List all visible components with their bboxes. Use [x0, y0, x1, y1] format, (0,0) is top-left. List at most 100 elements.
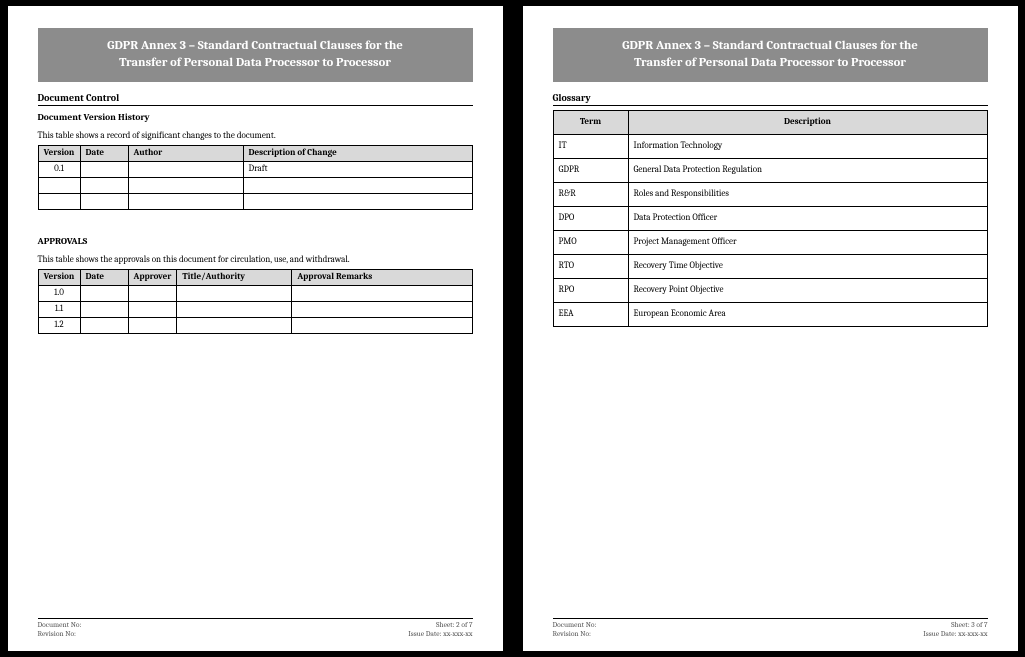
cell-approver: [128, 285, 177, 301]
approvals-caption: This table shows the approvals on this d…: [38, 255, 473, 265]
footer-rev-no: Revision No:: [38, 629, 82, 639]
table-row: DPOData Protection Officer: [553, 206, 987, 230]
footer-right: Sheet: 2 of 7 Issue Date: xx-xxx-xx: [408, 620, 472, 640]
col-approver: Approver: [128, 269, 177, 285]
cell-remarks: [292, 317, 472, 333]
col-remarks: Approval Remarks: [292, 269, 472, 285]
cell-desc: European Economic Area: [628, 302, 987, 326]
spacer: [553, 327, 988, 618]
page-3: GDPR Annex 3 – Standard Contractual Clau…: [523, 6, 1018, 651]
title-banner: GDPR Annex 3 – Standard Contractual Clau…: [38, 28, 473, 82]
footer-sheet: Sheet: 3 of 7: [923, 620, 987, 630]
table-row: GDPRGeneral Data Protection Regulation: [553, 158, 987, 182]
cell-author: [128, 177, 243, 193]
cell-term: IT: [553, 134, 628, 158]
table-header-row: Version Date Author Description of Chang…: [38, 145, 472, 161]
page-footer: Document No: Revision No: Sheet: 2 of 7 …: [38, 618, 473, 640]
cell-desc: Recovery Time Objective: [628, 254, 987, 278]
col-date: Date: [80, 145, 128, 161]
title-banner: GDPR Annex 3 – Standard Contractual Clau…: [553, 28, 988, 82]
table-row: 1.0: [38, 285, 472, 301]
table-row: [38, 193, 472, 209]
cell-version: 1.0: [38, 285, 80, 301]
banner-line-1: GDPR Annex 3 – Standard Contractual Clau…: [573, 38, 968, 55]
cell-title: [177, 285, 292, 301]
footer-doc-no: Document No:: [38, 620, 82, 630]
cell-date: [80, 285, 128, 301]
cell-term: GDPR: [553, 158, 628, 182]
glossary-table: Term Description ITInformation Technolog…: [553, 110, 988, 327]
cell-date: [80, 317, 128, 333]
table-row: RTORecovery Time Objective: [553, 254, 987, 278]
footer-left: Document No: Revision No:: [38, 620, 82, 640]
cell-desc: General Data Protection Regulation: [628, 158, 987, 182]
banner-line-1: GDPR Annex 3 – Standard Contractual Clau…: [58, 38, 453, 55]
cell-term: RTO: [553, 254, 628, 278]
cell-desc: Roles and Responsibilities: [628, 182, 987, 206]
doc-control-heading: Document Control: [38, 92, 473, 106]
table-row: R&RRoles and Responsibilities: [553, 182, 987, 206]
cell-desc: Recovery Point Objective: [628, 278, 987, 302]
table-row: ITInformation Technology: [553, 134, 987, 158]
table-row: EEAEuropean Economic Area: [553, 302, 987, 326]
cell-remarks: [292, 301, 472, 317]
table-header-row: Version Date Approver Title/Authority Ap…: [38, 269, 472, 285]
cell-approver: [128, 301, 177, 317]
footer-right: Sheet: 3 of 7 Issue Date: xx-xxx-xx: [923, 620, 987, 640]
cell-version: [38, 177, 80, 193]
col-title: Title/Authority: [177, 269, 292, 285]
col-desc: Description of Change: [243, 145, 472, 161]
table-row: PMOProject Management Officer: [553, 230, 987, 254]
version-history-caption: This table shows a record of significant…: [38, 131, 473, 141]
cell-term: DPO: [553, 206, 628, 230]
cell-version: 1.2: [38, 317, 80, 333]
cell-remarks: [292, 285, 472, 301]
cell-term: R&R: [553, 182, 628, 206]
cell-title: [177, 301, 292, 317]
footer-issue: Issue Date: xx-xxx-xx: [408, 629, 472, 639]
col-desc: Description: [628, 110, 987, 134]
cell-version: 0.1: [38, 161, 80, 177]
glossary-heading: Glossary: [553, 92, 988, 106]
cell-version: [38, 193, 80, 209]
cell-desc: Information Technology: [628, 134, 987, 158]
cell-desc: Project Management Officer: [628, 230, 987, 254]
version-history-heading: Document Version History: [38, 112, 473, 123]
table-row: RPORecovery Point Objective: [553, 278, 987, 302]
cell-term: EEA: [553, 302, 628, 326]
page-2: GDPR Annex 3 – Standard Contractual Clau…: [8, 6, 503, 651]
cell-date: [80, 161, 128, 177]
col-version: Version: [38, 145, 80, 161]
footer-sheet: Sheet: 2 of 7: [408, 620, 472, 630]
cell-desc: [243, 193, 472, 209]
cell-term: RPO: [553, 278, 628, 302]
cell-desc: Data Protection Officer: [628, 206, 987, 230]
banner-line-2: Transfer of Personal Data Processor to P…: [58, 55, 453, 72]
col-author: Author: [128, 145, 243, 161]
cell-author: [128, 193, 243, 209]
table-row: 1.2: [38, 317, 472, 333]
footer-rev-no: Revision No:: [553, 629, 597, 639]
cell-author: [128, 161, 243, 177]
footer-issue: Issue Date: xx-xxx-xx: [923, 629, 987, 639]
cell-desc: [243, 177, 472, 193]
cell-date: [80, 177, 128, 193]
table-row: [38, 177, 472, 193]
cell-version: 1.1: [38, 301, 80, 317]
cell-approver: [128, 317, 177, 333]
table-row: 0.1 Draft: [38, 161, 472, 177]
footer-doc-no: Document No:: [553, 620, 597, 630]
approvals-heading: APPROVALS: [38, 236, 473, 247]
table-row: 1.1: [38, 301, 472, 317]
footer-left: Document No: Revision No:: [553, 620, 597, 640]
cell-title: [177, 317, 292, 333]
cell-date: [80, 193, 128, 209]
col-term: Term: [553, 110, 628, 134]
col-version: Version: [38, 269, 80, 285]
version-history-table: Version Date Author Description of Chang…: [38, 145, 473, 210]
approvals-table: Version Date Approver Title/Authority Ap…: [38, 269, 473, 334]
cell-date: [80, 301, 128, 317]
table-header-row: Term Description: [553, 110, 987, 134]
spacer: [38, 334, 473, 618]
col-date: Date: [80, 269, 128, 285]
